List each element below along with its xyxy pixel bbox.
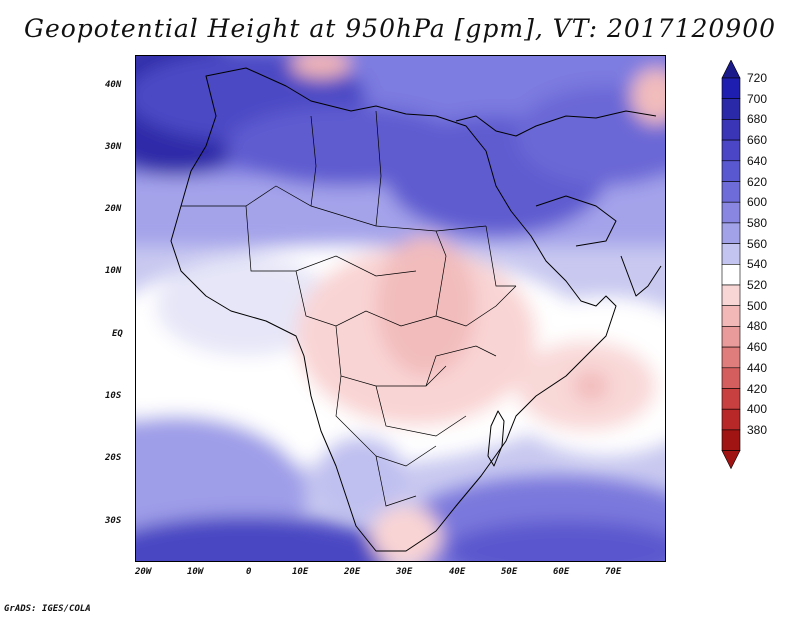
colorbar-swatch <box>721 181 741 203</box>
lat-label-40n: 40N <box>105 80 122 90</box>
colorbar-level-label: 420 <box>747 381 768 396</box>
colorbar-level-label: 620 <box>747 174 768 189</box>
footer-credit: GrADS: IGES/COLA <box>4 604 91 614</box>
colorbar-level-label: 660 <box>747 133 768 148</box>
colorbar-swatch <box>721 408 741 431</box>
map-title: Geopotential Height at 950hPa [gpm], VT:… <box>23 14 777 43</box>
colorbar-swatch <box>721 346 741 369</box>
colorbar-level-label: 440 <box>747 360 768 375</box>
coastlines <box>170 67 662 552</box>
lon-label-40e: 40E <box>449 567 466 577</box>
colorbar-level-label: 640 <box>747 153 768 168</box>
colorbar-level-label: 400 <box>747 402 768 417</box>
colorbar-swatch <box>721 305 741 327</box>
colorbar-swatch <box>721 367 741 389</box>
lon-label-10w: 10W <box>187 567 204 577</box>
lon-label-10e: 10E <box>292 567 309 577</box>
colorbar <box>721 60 741 470</box>
lat-label-20s: 20S <box>105 453 122 463</box>
lon-label-20e: 20E <box>344 567 361 577</box>
colorbar-swatch <box>721 77 741 100</box>
lon-label-30e: 30E <box>396 567 413 577</box>
map-plot-area <box>135 55 666 562</box>
lat-label-10s: 10S <box>105 391 122 401</box>
colorbar-level-label: 540 <box>747 257 768 272</box>
colorbar-bottom-arrow <box>721 450 741 470</box>
colorbar-level-label: 520 <box>747 278 768 292</box>
lat-label-10n: 10N <box>105 266 122 276</box>
colorbar-swatch <box>721 264 741 286</box>
lat-label-30n: 30N <box>105 142 122 152</box>
lon-label-50e: 50E <box>501 567 518 577</box>
colorbar-swatch <box>721 429 741 451</box>
colorbar-swatch <box>721 284 741 307</box>
colorbar-level-label: 580 <box>747 215 768 230</box>
country-borders <box>181 110 517 507</box>
colorbar-swatch <box>721 222 741 244</box>
colorbar-swatch <box>721 98 741 120</box>
geopotential-field <box>136 56 665 561</box>
colorbar-level-label: 500 <box>747 298 768 313</box>
colorbar-level-label: 460 <box>747 340 768 355</box>
colorbar-swatch <box>721 388 741 410</box>
colorbar-level-label: 480 <box>747 319 768 334</box>
colorbar-level-label: 680 <box>747 112 768 127</box>
colorbar-level-label: 700 <box>747 91 768 106</box>
colorbar-swatch <box>721 201 741 224</box>
lon-label-70e: 70E <box>605 567 622 577</box>
lon-label-60e: 60E <box>553 567 570 577</box>
colorbar-level-label: 720 <box>747 71 768 85</box>
lat-label-20n: 20N <box>105 204 122 214</box>
colorbar-top-arrow <box>721 60 741 79</box>
colorbar-swatch <box>721 243 741 265</box>
lon-label-20w: 20W <box>135 567 152 577</box>
colorbar-level-label: 600 <box>747 195 768 210</box>
field-shading <box>136 56 665 561</box>
lat-label-eq: EQ <box>112 329 123 339</box>
colorbar-swatch <box>721 326 741 348</box>
colorbar-swatch <box>721 119 741 141</box>
colorbar-swatch <box>721 160 741 182</box>
colorbar-swatch <box>721 139 741 162</box>
lat-label-30s: 30S <box>105 516 122 526</box>
colorbar-level-label: 560 <box>747 236 768 251</box>
colorbar-level-label: 380 <box>747 422 768 437</box>
lon-label-0: 0 <box>246 567 252 577</box>
